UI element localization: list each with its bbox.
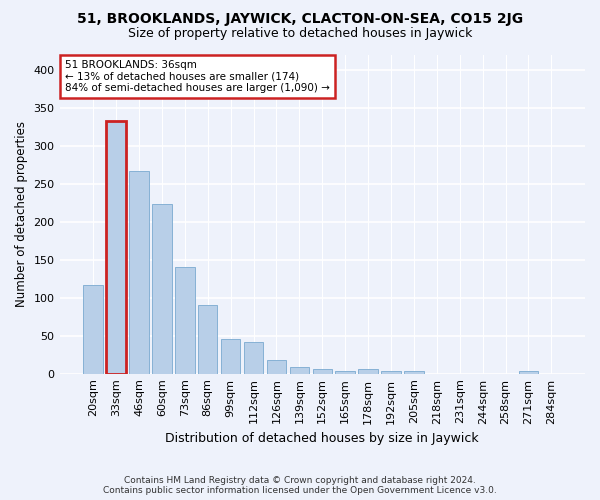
- Text: 51, BROOKLANDS, JAYWICK, CLACTON-ON-SEA, CO15 2JG: 51, BROOKLANDS, JAYWICK, CLACTON-ON-SEA,…: [77, 12, 523, 26]
- Bar: [244, 342, 263, 374]
- Text: Size of property relative to detached houses in Jaywick: Size of property relative to detached ho…: [128, 28, 472, 40]
- Bar: [175, 266, 194, 374]
- Bar: [267, 360, 286, 374]
- Bar: [198, 306, 217, 374]
- Bar: [335, 370, 355, 374]
- Bar: [221, 339, 241, 374]
- Bar: [358, 369, 378, 374]
- Y-axis label: Number of detached properties: Number of detached properties: [15, 122, 28, 308]
- Bar: [381, 370, 401, 374]
- Bar: [83, 285, 103, 374]
- X-axis label: Distribution of detached houses by size in Jaywick: Distribution of detached houses by size …: [166, 432, 479, 445]
- Bar: [404, 370, 424, 374]
- Bar: [106, 121, 126, 374]
- Bar: [313, 369, 332, 374]
- Text: Contains HM Land Registry data © Crown copyright and database right 2024.
Contai: Contains HM Land Registry data © Crown c…: [103, 476, 497, 495]
- Bar: [290, 367, 309, 374]
- Bar: [519, 370, 538, 374]
- Text: 51 BROOKLANDS: 36sqm
← 13% of detached houses are smaller (174)
84% of semi-deta: 51 BROOKLANDS: 36sqm ← 13% of detached h…: [65, 60, 329, 93]
- Bar: [152, 204, 172, 374]
- Bar: [129, 171, 149, 374]
